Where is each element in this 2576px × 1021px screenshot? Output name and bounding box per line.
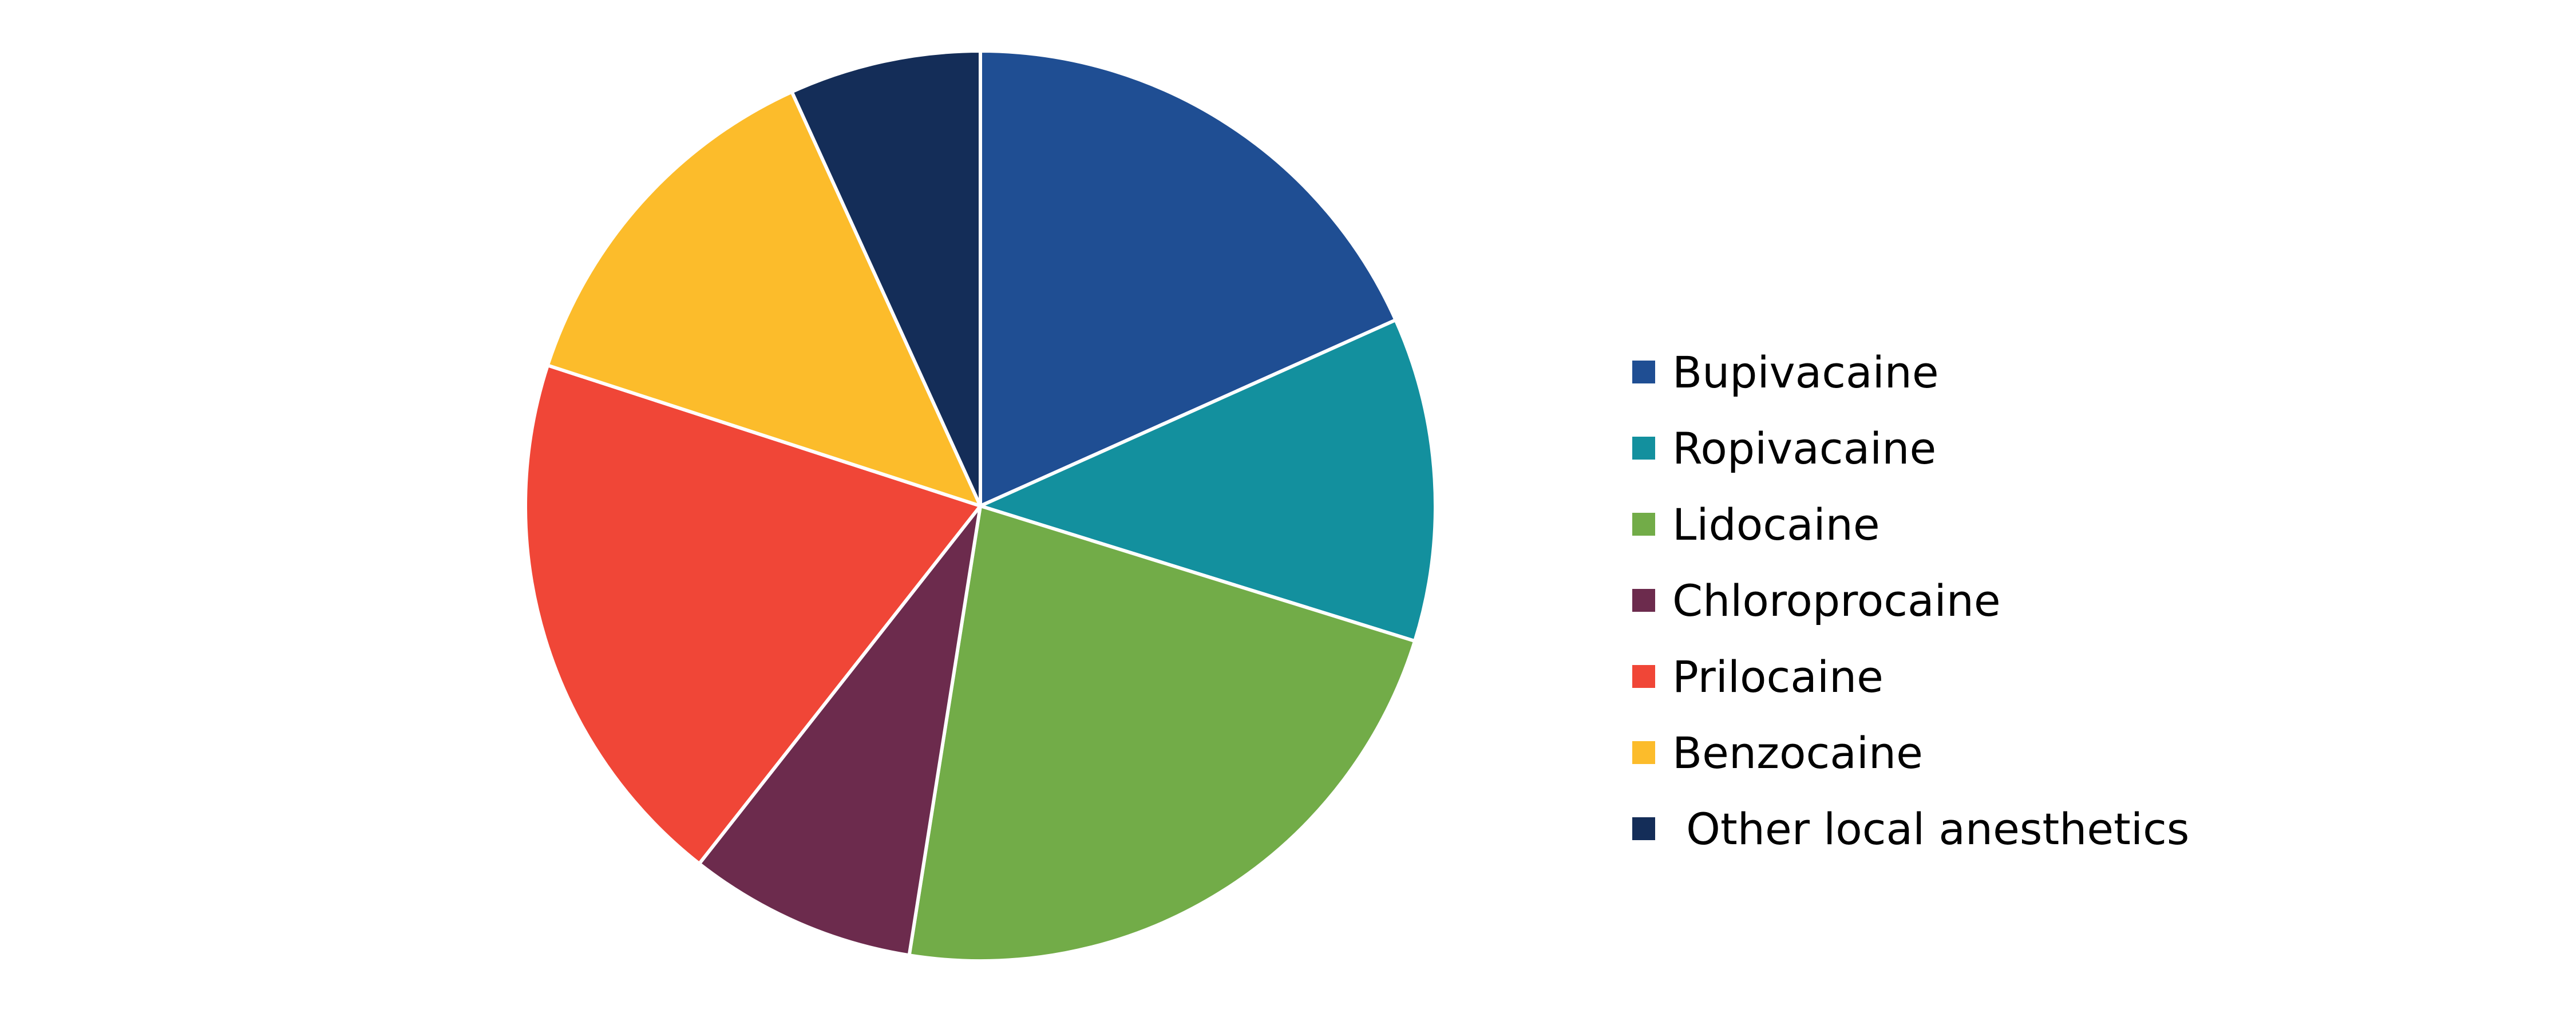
legend-item-ropivacaine: Ropivacaine xyxy=(1632,423,1936,474)
legend-swatch xyxy=(1632,817,1655,840)
legend-label: Other local anesthetics xyxy=(1672,804,2189,854)
legend-swatch xyxy=(1632,513,1655,536)
legend-item-benzocaine: Benzocaine xyxy=(1632,727,1923,778)
legend-swatch xyxy=(1632,437,1655,460)
pie-slice-other-local-anesthetics xyxy=(790,49,982,508)
legend-item-other-local-anesthetics: Other local anesthetics xyxy=(1632,804,2189,854)
pie-slice-ropivacaine xyxy=(979,318,1437,643)
legend-label: Bupivacaine xyxy=(1672,347,1939,398)
legend-item-prilocaine: Prilocaine xyxy=(1632,651,1883,702)
pie-slice-prilocaine xyxy=(524,363,982,866)
legend-label: Ropivacaine xyxy=(1672,423,1936,474)
legend-swatch xyxy=(1632,665,1655,688)
legend: Bupivacaine Ropivacaine Lidocaine Chloropro… xyxy=(1632,347,2189,854)
legend-swatch xyxy=(1632,361,1655,383)
pie-slice-benzocaine xyxy=(545,90,982,508)
pie-slices xyxy=(524,49,1437,963)
pie-slice-lidocaine xyxy=(907,504,1417,963)
legend-item-bupivacaine: Bupivacaine xyxy=(1632,347,1939,398)
legend-label: Chloroprocaine xyxy=(1672,575,2001,626)
pie-slice-chloroprocaine xyxy=(697,504,982,957)
legend-label: Benzocaine xyxy=(1672,727,1923,778)
legend-swatch xyxy=(1632,589,1655,612)
legend-item-lidocaine: Lidocaine xyxy=(1632,499,1880,550)
legend-label: Lidocaine xyxy=(1672,499,1880,550)
legend-item-chloroprocaine: Chloroprocaine xyxy=(1632,575,2001,626)
legend-swatch xyxy=(1632,741,1655,764)
pie-slice-bupivacaine xyxy=(979,49,1398,508)
legend-label: Prilocaine xyxy=(1672,651,1883,702)
